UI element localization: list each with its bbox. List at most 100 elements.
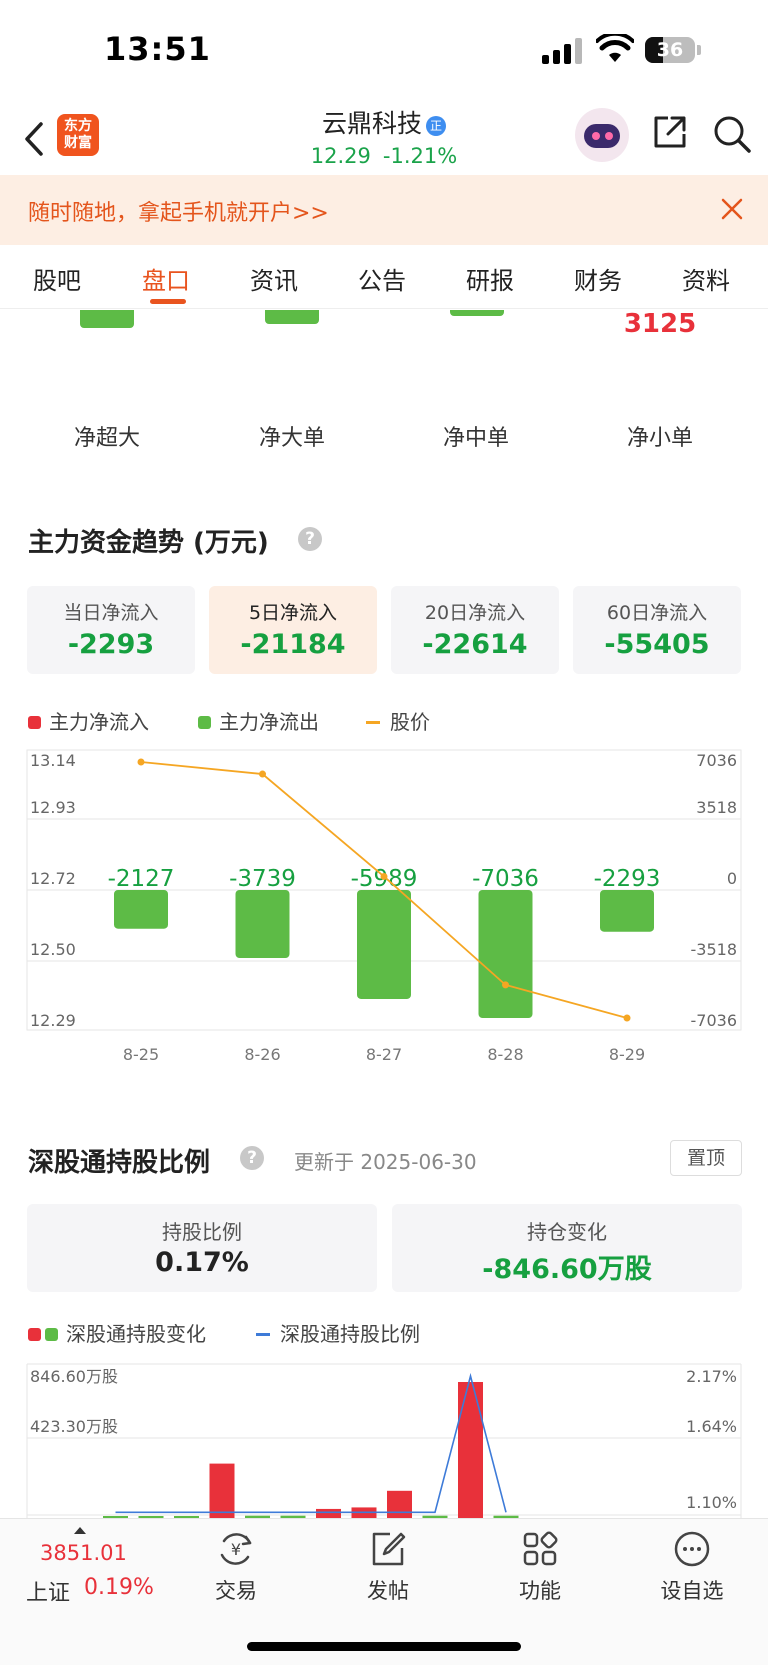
left-tick-label: 13.14 — [30, 751, 76, 770]
price-point — [502, 981, 509, 989]
right-tick-label: 3518 — [696, 798, 737, 817]
index-value[interactable]: 3851.01 — [40, 1541, 127, 1565]
holding-change-bar — [493, 1515, 519, 1518]
robot-head-icon — [584, 124, 620, 148]
trend-legend: 主力净流入 主力净流出 股价 — [28, 706, 628, 736]
tab-profile[interactable]: 资料 — [682, 267, 730, 295]
holding-change-bar — [138, 1516, 164, 1518]
tab-announcements[interactable]: 公告 — [358, 267, 406, 295]
holding-change-bar — [103, 1516, 128, 1518]
stock-price: 12.29 — [310, 144, 371, 168]
nav-label: 设自选 — [660, 1579, 724, 1603]
legend-hold-change: 深股通持股变化 — [28, 1318, 206, 1347]
card-day-net-inflow[interactable]: 当日净流入 -2293 — [27, 586, 195, 674]
nav-post[interactable]: 发帖 — [333, 1529, 443, 1605]
right-tick-label: 1.64% — [686, 1417, 737, 1436]
right-tick-label: 2.17% — [686, 1367, 737, 1386]
help-icon[interactable]: ? — [240, 1146, 264, 1170]
price-point — [137, 758, 145, 766]
tab-guba[interactable]: 股吧 — [33, 267, 81, 295]
share-icon[interactable] — [652, 114, 688, 150]
card-hold-change: 持仓变化 -846.60万股 — [392, 1204, 742, 1292]
bottom-nav: 3851.01 上证 0.19% ¥ 交易 发帖 — [0, 1518, 768, 1665]
update-time: 更新于 2025-06-30 — [294, 1150, 477, 1174]
tab-finance[interactable]: 财务 — [574, 267, 622, 295]
bar-8-26 — [235, 890, 290, 959]
net-small-value: 3125 — [623, 309, 697, 339]
data-label: -2127 — [108, 866, 175, 892]
index-change[interactable]: 0.19% — [84, 1575, 154, 1600]
card-5day-net-inflow[interactable]: 5日净流入 -21184 — [209, 586, 377, 674]
bar-net-medium — [450, 310, 504, 316]
card-value: 0.17% — [155, 1247, 249, 1278]
holding-change-bar — [316, 1508, 341, 1518]
svg-text:¥: ¥ — [231, 1540, 241, 1559]
assistant-avatar[interactable] — [575, 108, 629, 162]
post-icon — [372, 1532, 406, 1566]
left-tick-label: 12.29 — [30, 1011, 76, 1030]
card-hold-ratio: 持股比例 0.17% — [27, 1204, 377, 1292]
close-icon[interactable] — [720, 197, 744, 221]
status-bar: 13:51 36 — [0, 0, 768, 100]
watchlist-icon — [674, 1531, 710, 1567]
left-tick-label: 846.60万股 — [30, 1367, 118, 1386]
right-tick-label: 0 — [727, 869, 737, 888]
stock-header: 东方 财富 云鼎科技正 12.29 -1.21% — [0, 100, 768, 175]
nav-functions[interactable]: 功能 — [485, 1529, 595, 1605]
legend-price: 股价 — [366, 706, 430, 735]
pin-to-top-button[interactable]: 置顶 — [670, 1140, 742, 1176]
battery-level: 36 — [656, 39, 684, 61]
holding-change-bar — [209, 1463, 235, 1518]
legend-hold-ratio: 深股通持股比例 — [256, 1318, 420, 1347]
help-icon[interactable]: ? — [298, 527, 322, 551]
right-tick-label: -3518 — [691, 940, 738, 959]
logo-line-1: 东方 — [64, 118, 92, 134]
bar-8-28 — [478, 890, 533, 1018]
tab-pankou[interactable]: 盘口 — [142, 267, 190, 295]
index-name[interactable]: 上证 — [26, 1581, 71, 1606]
nav-label: 发帖 — [367, 1579, 409, 1603]
holding-change-bar — [458, 1382, 483, 1518]
holding-ratio-line — [115, 1372, 507, 1514]
trend-title: 主力资金趋势 (万元) — [28, 528, 269, 558]
card-value: -21184 — [240, 629, 346, 660]
stock-name: 云鼎科技 — [321, 109, 422, 138]
card-label: 持股比例 — [162, 1220, 242, 1244]
nav-trade[interactable]: ¥ 交易 — [181, 1529, 291, 1605]
left-tick-label: 12.72 — [30, 869, 76, 888]
legend-inflow: 主力净流入 — [28, 706, 149, 735]
apps-icon — [523, 1531, 558, 1566]
stock-name-row: 云鼎科技正 — [0, 104, 768, 140]
fund-trend-chart: 13.14 12.93 12.72 12.50 12.29 7036 3518 0 -3518 -… — [26, 749, 742, 1064]
banner-text[interactable]: 随时随地，拿起手机就开户>> — [28, 201, 329, 226]
tab-news[interactable]: 资讯 — [250, 267, 298, 295]
card-label: 持仓变化 — [527, 1220, 607, 1244]
price-point — [259, 770, 266, 778]
open-account-banner[interactable]: 随时随地，拿起手机就开户>> — [0, 175, 768, 245]
logo-line-2: 财富 — [64, 135, 92, 151]
battery-tip — [697, 45, 701, 55]
right-tick-label: -7036 — [691, 1011, 738, 1030]
data-label: -2293 — [594, 866, 661, 892]
price-point — [380, 872, 388, 880]
nav-label: 功能 — [519, 1579, 561, 1603]
hk-legend: 深股通持股变化 深股通持股比例 — [28, 1318, 628, 1348]
status-time: 13:51 — [104, 30, 211, 68]
holding-change-bar — [387, 1490, 412, 1518]
card-60day-net-inflow[interactable]: 60日净流入 -55405 — [573, 586, 741, 674]
tab-research[interactable]: 研报 — [466, 267, 514, 295]
price-row: 12.29 -1.21% — [0, 144, 768, 168]
card-label: 5日净流入 — [248, 602, 338, 624]
card-value: -55405 — [604, 629, 710, 660]
card-label: 当日净流入 — [63, 602, 159, 624]
trade-icon: ¥ — [220, 1533, 252, 1565]
x-tick-label: 8-29 — [609, 1045, 645, 1064]
card-20day-net-inflow[interactable]: 20日净流入 -22614 — [391, 586, 559, 674]
nav-watchlist[interactable]: 设自选 — [637, 1529, 747, 1605]
left-tick-label: 423.30万股 — [30, 1417, 118, 1436]
back-arrow-icon[interactable] — [24, 122, 44, 156]
app-logo[interactable]: 东方 财富 — [57, 114, 99, 156]
bar-8-29 — [600, 890, 654, 932]
search-icon[interactable] — [712, 114, 752, 154]
